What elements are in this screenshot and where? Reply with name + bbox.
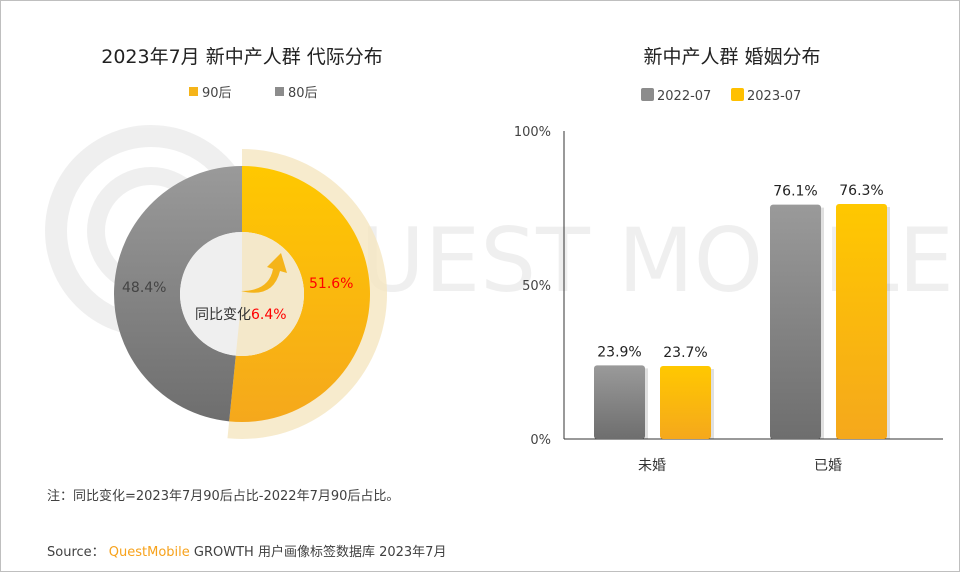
x-tick-label: 未婚	[638, 458, 666, 474]
donut-chart: 51.6% 48.4% 同比变化6.4%	[114, 149, 388, 439]
legend-swatch	[189, 87, 198, 96]
center-value: 6.4%	[251, 307, 287, 323]
source-line: Source： QuestMobile GROWTH 用户画像标签数据库 202…	[47, 541, 446, 560]
bar	[770, 204, 821, 439]
legend-swatch	[275, 87, 284, 96]
legend-label: 2023-07	[747, 89, 801, 104]
y-tick-label: 0%	[530, 433, 551, 448]
y-tick-label: 50%	[522, 279, 551, 294]
source-text: GROWTH 用户画像标签数据库 2023年7月	[193, 545, 447, 560]
bar-title: 新中产人群 婚姻分布	[643, 46, 820, 68]
slice-label-80: 48.4%	[122, 280, 166, 296]
center-label: 同比变化6.4%	[195, 307, 287, 323]
legend-label: 90后	[202, 86, 232, 101]
y-tick-label: 100%	[514, 125, 551, 140]
source-brand: QuestMobile	[108, 545, 190, 560]
hole-highlight	[235, 232, 305, 356]
pie-slice	[229, 165, 371, 422]
bar-value-label: 76.1%	[773, 184, 817, 200]
up-arrow-icon	[241, 253, 287, 293]
legend-label: 80后	[288, 86, 318, 101]
bar	[594, 365, 645, 439]
footnote: 注：同比变化=2023年7月90后占比-2022年7月90后占比。	[47, 489, 400, 504]
legend-swatch	[731, 88, 744, 101]
bar-legend: 2022-07 2023-07	[641, 88, 801, 104]
x-tick-label: 已婚	[814, 458, 842, 474]
bar-value-label: 76.3%	[839, 183, 883, 199]
legend-label: 2022-07	[657, 89, 711, 104]
pie-slice	[114, 166, 242, 422]
pie-title: 2023年7月 新中产人群 代际分布	[101, 46, 383, 68]
source-prefix: Source：	[47, 545, 105, 560]
bar-value-label: 23.9%	[597, 344, 641, 360]
bar	[660, 366, 711, 439]
bar-chart: 0% 50% 100% 23.9% 23.7% 未婚 76.1% 76.3% 已婚	[514, 125, 943, 474]
pie-legend: 90后 80后	[189, 86, 318, 101]
bar	[836, 203, 887, 439]
legend-swatch	[641, 88, 654, 101]
center-label-text: 同比变化	[195, 307, 251, 323]
slice-label-90: 51.6%	[309, 276, 353, 292]
bar-value-label: 23.7%	[663, 345, 707, 361]
